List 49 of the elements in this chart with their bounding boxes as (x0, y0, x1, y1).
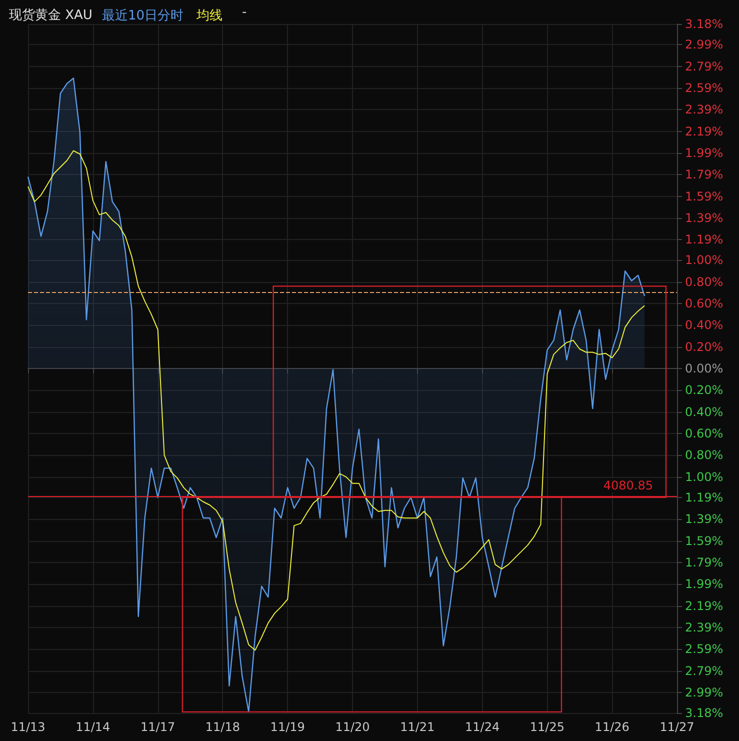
y-tick-label: 1.00% (685, 470, 724, 484)
chart-title: 现货黄金 XAU (9, 8, 92, 23)
y-tick-label: 1.39% (685, 512, 724, 526)
text: - (242, 5, 247, 20)
x-tick-label: 11/24 (465, 720, 500, 734)
y-tick-label: 0.60% (685, 426, 724, 440)
y-tick-label: 2.39% (685, 620, 724, 634)
y-tick-label: 2.59% (685, 80, 724, 95)
y-tick-label: 0.40% (685, 318, 724, 332)
y-tick-label: 1.99% (685, 577, 724, 592)
y-tick-label: 0.40% (685, 404, 724, 419)
x-tick-label: 11/19 (270, 720, 305, 734)
x-tick-label: 11/14 (76, 720, 110, 734)
x-tick-label: 11/27 (660, 720, 694, 734)
y-tick-label: 1.19% (685, 490, 724, 504)
y-tick-label: 0.60% (685, 296, 724, 310)
y-tick-label: 2.79% (685, 59, 724, 74)
y-tick-label: 0.80% (685, 274, 724, 289)
y-tick-label: 1.59% (685, 534, 724, 548)
y-tick-label: 3.18% (685, 706, 724, 720)
x-tick-label: 11/13 (10, 720, 46, 734)
x-tick-label: 11/18 (205, 720, 240, 734)
x-tick-label: 11/17 (140, 720, 176, 734)
y-tick-label: 2.59% (685, 642, 724, 656)
y-tick-label: 2.39% (685, 102, 724, 117)
text: 最近10日分时 (102, 8, 184, 24)
annotation: 4080.85 (603, 478, 653, 492)
y-tick-label: 1.00% (685, 253, 724, 268)
y-tick-label: 2.19% (685, 124, 724, 138)
y-tick-label: 1.79% (685, 555, 724, 570)
x-tick-label: 11/21 (400, 720, 435, 734)
x-tick-label: 11/20 (335, 720, 370, 734)
y-tick-label: 1.39% (685, 210, 724, 225)
y-tick-label: 2.99% (685, 685, 724, 700)
y-tick-label: 2.79% (685, 664, 724, 678)
y-tick-label: 3.18% (685, 17, 724, 31)
y-tick-label: 0.20% (685, 340, 724, 354)
y-tick-label: 1.19% (685, 232, 724, 247)
x-tick-label: 11/26 (594, 720, 630, 734)
y-tick-label: 1.99% (685, 146, 724, 160)
y-tick-label: 0.20% (685, 383, 724, 398)
y-tick-label: 2.19% (685, 598, 724, 613)
text: 均线 (196, 8, 223, 24)
y-tick-label: 1.79% (685, 168, 724, 182)
x-tick-label: 11/25 (530, 720, 564, 734)
y-tick-label: 2.99% (685, 38, 724, 52)
y-tick-label: 0.80% (685, 448, 724, 462)
y-tick-label: 0.00% (685, 362, 724, 376)
y-tick-label: 1.59% (685, 189, 724, 204)
